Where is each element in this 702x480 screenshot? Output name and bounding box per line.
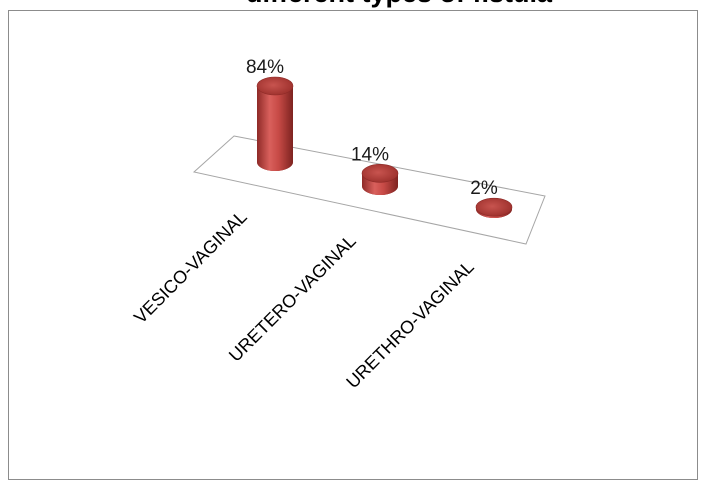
chart-plot: 84% 14% 2% VESICO-VAGINALURETERO-VAGINALUR… [130,57,546,393]
bar-1 [256,76,294,171]
bar-3 [475,197,513,218]
chart-frame [8,10,698,480]
bar-2 [361,164,399,195]
category-label-2: URETERO-VAGINAL [225,231,360,366]
data-label-3: 2% [470,178,498,199]
data-label-1: 84% [246,57,284,78]
category-label-1: VESICO-VAGINAL [130,207,251,328]
chart-title: different types of fistula [246,0,552,9]
category-label-3: URETHRO-VAGINAL [342,257,478,393]
data-label-2: 14% [351,144,389,165]
